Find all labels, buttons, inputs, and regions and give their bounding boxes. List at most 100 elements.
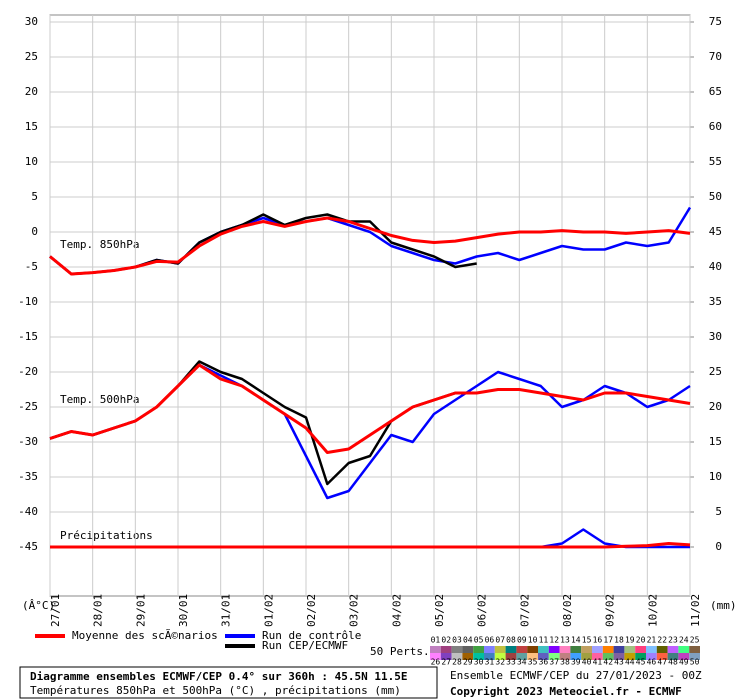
member-swatch xyxy=(624,653,636,660)
member-swatch xyxy=(527,653,538,660)
member-swatch xyxy=(689,646,700,653)
y2-tick-label: 0 xyxy=(715,540,722,553)
member-swatch xyxy=(592,653,603,660)
member-swatch xyxy=(473,653,484,660)
member-swatch xyxy=(613,646,625,653)
member-label: 35 xyxy=(528,658,538,667)
member-label: 17 xyxy=(603,636,613,645)
y2-tick-label: 20 xyxy=(709,400,722,413)
member-swatch xyxy=(494,653,506,660)
member-label: 26 xyxy=(431,658,441,667)
member-swatch xyxy=(570,653,582,660)
y-tick-label: 25 xyxy=(25,50,38,63)
x-tick-label: 06/02 xyxy=(476,594,489,627)
copyright: Copyright 2023 Meteociel.fr - ECMWF xyxy=(450,685,682,698)
y2-tick-label: 25 xyxy=(709,365,722,378)
member-label: 43 xyxy=(614,658,624,667)
member-label: 08 xyxy=(506,636,516,645)
y-tick-label: -20 xyxy=(18,365,38,378)
y2-tick-label: 70 xyxy=(709,50,722,63)
member-swatch xyxy=(602,646,614,653)
member-swatch xyxy=(559,646,571,653)
member-label: 14 xyxy=(571,636,581,645)
y-tick-label: 5 xyxy=(31,190,38,203)
y2-tick-label: 10 xyxy=(709,470,722,483)
y-tick-label: 20 xyxy=(25,85,38,98)
member-swatch xyxy=(430,653,441,660)
member-swatch xyxy=(581,653,592,660)
member-label: 07 xyxy=(495,636,505,645)
member-label: 21 xyxy=(647,636,657,645)
member-swatch xyxy=(667,653,679,660)
y-tick-label: -45 xyxy=(18,540,38,553)
member-swatch xyxy=(559,653,571,660)
member-swatch xyxy=(440,646,452,653)
x-tick-label: 31/01 xyxy=(220,594,233,627)
member-label: 22 xyxy=(657,636,667,645)
member-label: 06 xyxy=(485,636,495,645)
member-label: 33 xyxy=(506,658,516,667)
perturbations-label: 50 Perts. xyxy=(370,645,430,658)
member-label: 28 xyxy=(452,658,462,667)
member-swatch xyxy=(548,646,560,653)
member-swatch xyxy=(484,653,495,660)
member-swatch xyxy=(581,646,592,653)
y2-tick-label: 50 xyxy=(709,190,722,203)
y-tick-label: -10 xyxy=(18,295,38,308)
x-tick-label: 05/02 xyxy=(433,594,446,627)
member-label: 12 xyxy=(549,636,559,645)
y-tick-label: 10 xyxy=(25,155,38,168)
member-swatch xyxy=(570,646,582,653)
y-tick-label: -30 xyxy=(18,435,38,448)
member-swatch xyxy=(646,646,657,653)
plot-frame xyxy=(49,14,691,597)
x-tick-label: 09/02 xyxy=(604,594,617,627)
y2-tick-label: 55 xyxy=(709,155,722,168)
member-swatch xyxy=(440,653,452,660)
member-label: 03 xyxy=(452,636,462,645)
member-swatch xyxy=(646,653,657,660)
y2-tick-label: 5 xyxy=(715,505,722,518)
y2-tick-label: 75 xyxy=(709,15,722,28)
member-label: 30 xyxy=(474,658,484,667)
series-line xyxy=(49,216,691,276)
member-swatch xyxy=(656,653,668,660)
member-label: 45 xyxy=(636,658,646,667)
x-tick-label: 01/02 xyxy=(262,594,275,627)
member-label: 15 xyxy=(582,636,592,645)
member-label: 48 xyxy=(668,658,678,667)
member-label: 05 xyxy=(474,636,484,645)
member-swatch xyxy=(505,646,517,653)
y2-tick-label: 15 xyxy=(709,435,722,448)
x-tick-label: 07/02 xyxy=(518,594,531,627)
member-label: 04 xyxy=(463,636,473,645)
member-swatch xyxy=(678,653,690,660)
member-swatch xyxy=(505,653,517,660)
member-label: 13 xyxy=(560,636,570,645)
member-swatch xyxy=(430,646,441,653)
y2-tick-label: 40 xyxy=(709,260,722,273)
x-tick-label: 27/01 xyxy=(49,594,62,627)
series-line xyxy=(50,542,691,549)
member-label: 41 xyxy=(593,658,603,667)
member-swatch xyxy=(538,653,549,660)
y-tick-label: -15 xyxy=(18,330,38,343)
member-swatch xyxy=(602,653,614,660)
member-label: 38 xyxy=(560,658,570,667)
member-swatch xyxy=(635,653,646,660)
y-tick-label: 30 xyxy=(25,15,38,28)
member-label: 42 xyxy=(603,658,613,667)
x-tick-label: 02/02 xyxy=(305,594,318,627)
member-label: 10 xyxy=(528,636,538,645)
y-tick-label: -40 xyxy=(18,505,38,518)
member-swatch xyxy=(451,653,463,660)
member-label: 49 xyxy=(679,658,689,667)
member-label: 20 xyxy=(636,636,646,645)
y-tick-label: 15 xyxy=(25,120,38,133)
member-swatch xyxy=(494,646,506,653)
legend-label: Run CEP/ECMWF xyxy=(262,639,348,652)
x-tick-label: 04/02 xyxy=(390,594,403,627)
y-tick-label: -25 xyxy=(18,400,38,413)
y2-axis-label: (mm) xyxy=(710,599,737,612)
